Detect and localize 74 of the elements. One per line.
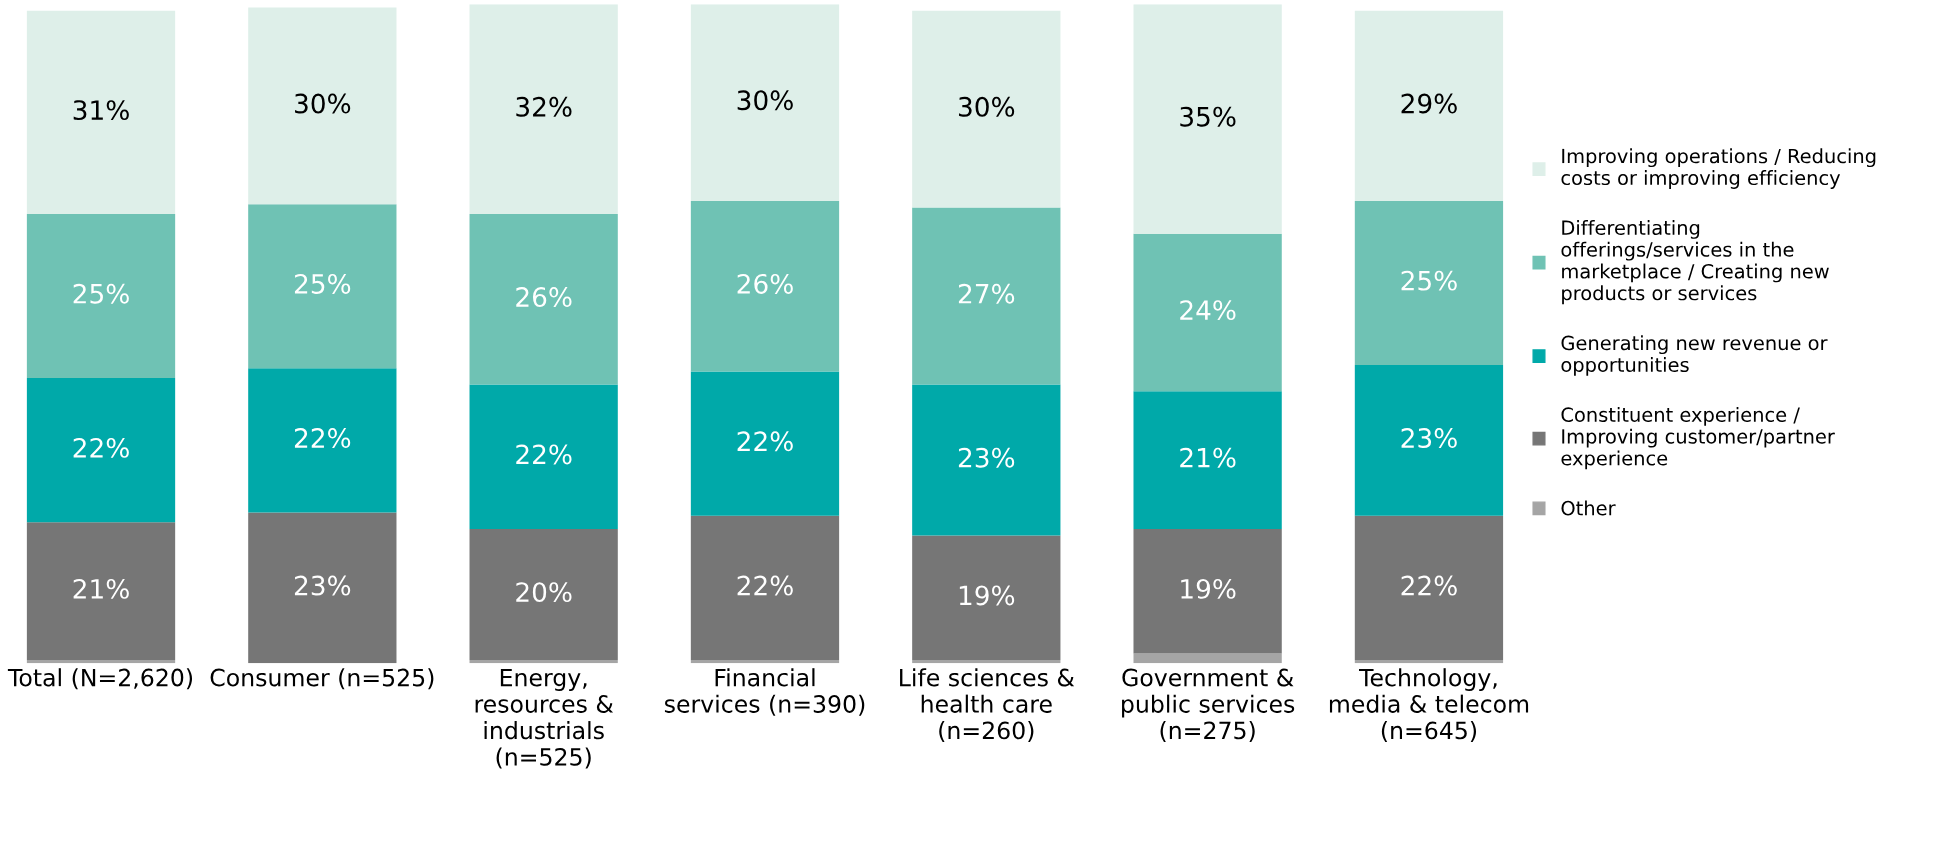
bar	[690, 200, 840, 372]
bar	[1133, 391, 1282, 529]
data-label: 26%	[516, 287, 572, 307]
legend-label: Differentiating offerings/services in the marketplace / Creating new products or services	[1561, 220, 1829, 305]
data-label: 32%	[516, 96, 572, 117]
bar	[469, 528, 618, 661]
legend-label: Constituent experience / Improving customer/partner experience	[1561, 406, 1835, 470]
data-label: 22%	[294, 428, 351, 448]
bar	[26, 378, 176, 523]
bar	[690, 515, 840, 661]
x-tick-label: Technology, media & telecom (n=645)	[1329, 668, 1529, 743]
x-tick-label: Consumer (n=525)	[210, 668, 434, 690]
data-label: 25%	[73, 283, 129, 304]
data-label: 30%	[737, 90, 793, 111]
x-tick-label: Financial services (n=390)	[664, 668, 865, 716]
bar	[1354, 10, 1504, 201]
bar	[1133, 653, 1282, 664]
data-label: 25%	[1401, 270, 1457, 291]
bar	[1133, 4, 1282, 234]
data-label: 24%	[1180, 300, 1236, 321]
x-tick-label: Total (N=2,620)	[7, 668, 193, 690]
bar	[912, 207, 1061, 385]
data-label: 31%	[73, 100, 129, 121]
bar	[1354, 660, 1504, 664]
data-label: 22%	[737, 431, 793, 452]
bar	[26, 522, 176, 661]
data-label: 23%	[958, 447, 1015, 468]
data-label: 30%	[295, 93, 351, 114]
data-label: 35%	[1180, 106, 1236, 127]
bar	[248, 368, 397, 513]
legend-label: Improving operations / Reducing costs or improving efficiency	[1561, 148, 1876, 189]
data-label: 23%	[1401, 428, 1457, 448]
data-label: 21%	[73, 578, 129, 599]
bar	[690, 371, 840, 516]
bar	[1354, 200, 1504, 365]
bar	[1354, 364, 1504, 516]
legend-label: Generating new revenue or opportunities	[1561, 335, 1828, 376]
data-label: 30%	[958, 96, 1015, 117]
data-label: 25%	[294, 273, 351, 294]
bar	[690, 660, 840, 664]
data-label: 19%	[1181, 578, 1236, 599]
data-label: 29%	[1401, 93, 1457, 114]
data-label: 22%	[737, 575, 793, 596]
x-tick-label: Government & public services (n=275)	[1122, 668, 1295, 743]
data-label: 22%	[516, 444, 572, 465]
bar	[26, 660, 176, 664]
bar	[690, 4, 840, 201]
data-label: 21%	[1180, 447, 1236, 468]
bar	[912, 10, 1061, 208]
data-label: 22%	[1401, 575, 1457, 596]
bar	[1133, 528, 1282, 654]
data-label: 22%	[73, 437, 129, 458]
bar	[469, 660, 618, 664]
bar	[1133, 233, 1282, 392]
data-label: 19%	[959, 585, 1015, 606]
data-label: 27%	[958, 283, 1015, 304]
bar	[469, 214, 618, 385]
x-tick-label: Life sciences & health care (n=260)	[900, 668, 1075, 743]
data-label: 26%	[737, 273, 793, 294]
data-label: 20%	[516, 582, 572, 603]
bar	[912, 535, 1061, 661]
bar	[469, 384, 618, 529]
x-tick-label: Energy, resources & industrials (n=525)	[475, 668, 614, 769]
bar	[26, 10, 176, 215]
bar	[26, 214, 176, 379]
bar	[1354, 515, 1504, 661]
bar	[912, 660, 1061, 664]
data-label: 23%	[294, 575, 351, 596]
bar	[248, 7, 397, 205]
bar	[469, 4, 618, 215]
bar	[912, 384, 1061, 536]
bar	[248, 512, 397, 664]
legend-label: Other	[1561, 500, 1616, 516]
bar	[248, 204, 397, 369]
